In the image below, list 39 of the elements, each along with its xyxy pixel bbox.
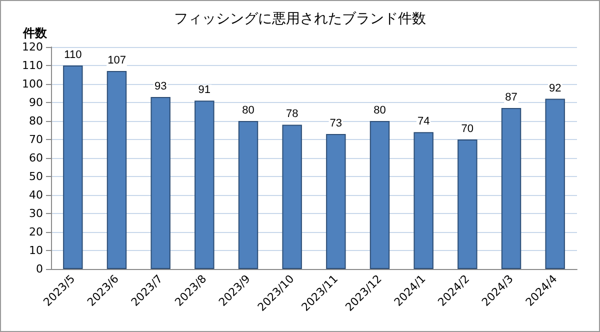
data-label: 93	[154, 80, 167, 92]
data-label: 107	[108, 54, 126, 67]
data-label: 110	[64, 49, 82, 61]
bar	[63, 66, 83, 269]
y-tick-label: 100	[22, 78, 43, 90]
data-label: 80	[374, 104, 386, 116]
y-tick-label: 40	[29, 188, 43, 202]
data-label: 78	[286, 108, 298, 120]
bar	[458, 140, 478, 269]
y-tick-label: 0	[36, 262, 43, 276]
y-tick-label: 10	[29, 244, 43, 257]
bar	[106, 71, 127, 269]
y-tick-label: 20	[29, 226, 43, 238]
y-tick-label: 110	[22, 59, 43, 72]
data-label: 91	[198, 84, 211, 96]
chart-title: フィッシングに悪用されたブランド件数	[174, 11, 426, 27]
data-label: 74	[417, 116, 430, 128]
bar	[501, 108, 522, 269]
y-tick-label: 80	[29, 114, 43, 128]
bar	[414, 132, 434, 269]
data-label: 87	[505, 92, 518, 104]
y-axis-title: 件数	[22, 26, 48, 40]
bar	[326, 134, 346, 269]
bar	[150, 96, 170, 269]
data-label: 80	[242, 104, 254, 116]
data-label: 92	[548, 82, 562, 94]
y-tick-label: 90	[29, 96, 43, 109]
y-tick-label: 60	[29, 152, 43, 164]
y-tick-label: 70	[29, 133, 43, 146]
bar	[238, 121, 258, 269]
bar	[194, 100, 214, 269]
data-label: 73	[330, 117, 342, 130]
y-tick-label: 50	[29, 170, 43, 183]
bar	[545, 98, 565, 269]
bar	[370, 121, 390, 269]
y-tick-label: 120	[22, 40, 43, 54]
y-tick-label: 30	[29, 207, 43, 220]
data-label: 70	[461, 123, 474, 135]
bar	[282, 124, 302, 269]
